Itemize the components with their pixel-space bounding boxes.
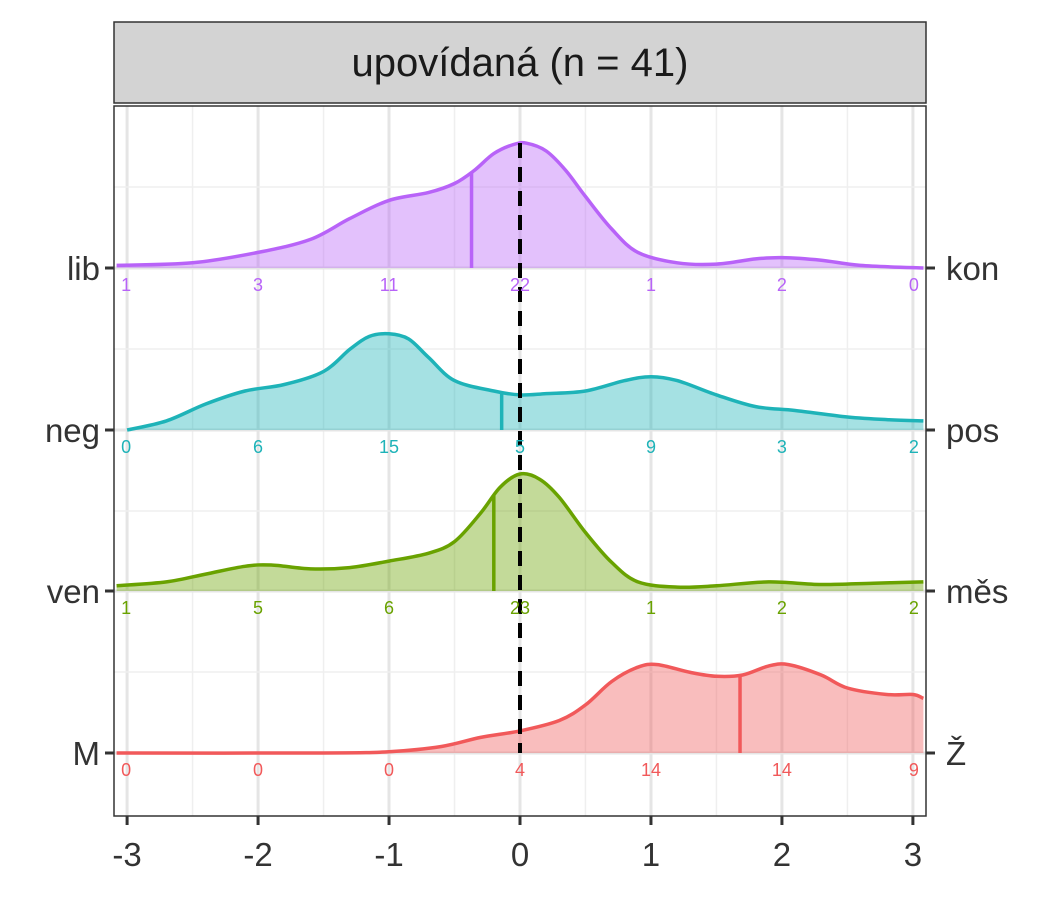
density-line-lib — [116, 140, 924, 270]
count-label: 5 — [253, 598, 263, 618]
count-label: 0 — [384, 760, 394, 780]
x-tick-label: 0 — [511, 836, 529, 873]
count-label: 0 — [909, 275, 919, 295]
x-tick-label: 1 — [642, 836, 660, 873]
count-label: 23 — [510, 598, 530, 618]
count-label: 3 — [253, 275, 263, 295]
count-label: 3 — [777, 437, 787, 457]
x-tick-label: -2 — [243, 836, 272, 873]
density-area-neg — [127, 333, 924, 430]
x-tick-label: 2 — [773, 836, 791, 873]
count-label: 1 — [121, 598, 131, 618]
y-left-label: M — [73, 735, 101, 772]
y-right-label: měs — [946, 573, 1008, 610]
count-label: 15 — [379, 437, 399, 457]
count-label: 9 — [646, 437, 656, 457]
count-label: 22 — [510, 275, 530, 295]
count-label: 5 — [515, 437, 525, 457]
count-labels: 1 3 11 22 1 2 00 6 15 5 9 3 21 5 6 23 1 2 20 0 0 4 14 14 9 — [121, 275, 919, 780]
x-tick-label: -1 — [374, 836, 403, 873]
count-label: 0 — [121, 437, 131, 457]
count-label: 2 — [909, 437, 919, 457]
count-label: 14 — [772, 760, 792, 780]
count-label: 0 — [121, 760, 131, 780]
strip-background — [113, 21, 927, 104]
count-label: 1 — [646, 275, 656, 295]
count-label: 1 — [646, 598, 656, 618]
y-right-label: pos — [946, 412, 999, 449]
density-line-ven — [116, 471, 924, 590]
count-label: 4 — [515, 760, 525, 780]
density-area-M — [116, 663, 924, 754]
y-right-label: kon — [946, 250, 999, 287]
y-left-label: ven — [47, 573, 100, 610]
y-right-label: Ž — [946, 735, 966, 772]
count-label: 6 — [253, 437, 263, 457]
count-label: 0 — [253, 760, 263, 780]
count-label: 2 — [777, 598, 787, 618]
y-left-label: neg — [45, 412, 100, 449]
count-label: 6 — [384, 598, 394, 618]
count-label: 14 — [641, 760, 661, 780]
x-tick-label: -3 — [112, 836, 141, 873]
count-label: 11 — [380, 275, 399, 295]
density-line-neg — [126, 331, 924, 432]
density-line-M — [116, 662, 925, 755]
panel-title: upovídaná (n = 41) — [352, 41, 689, 85]
y-left-label: lib — [67, 250, 100, 287]
count-label: 2 — [777, 275, 787, 295]
count-label: 9 — [909, 760, 919, 780]
count-label: 1 — [121, 275, 131, 295]
count-label: 2 — [909, 598, 919, 618]
x-tick-label: 3 — [904, 836, 922, 873]
